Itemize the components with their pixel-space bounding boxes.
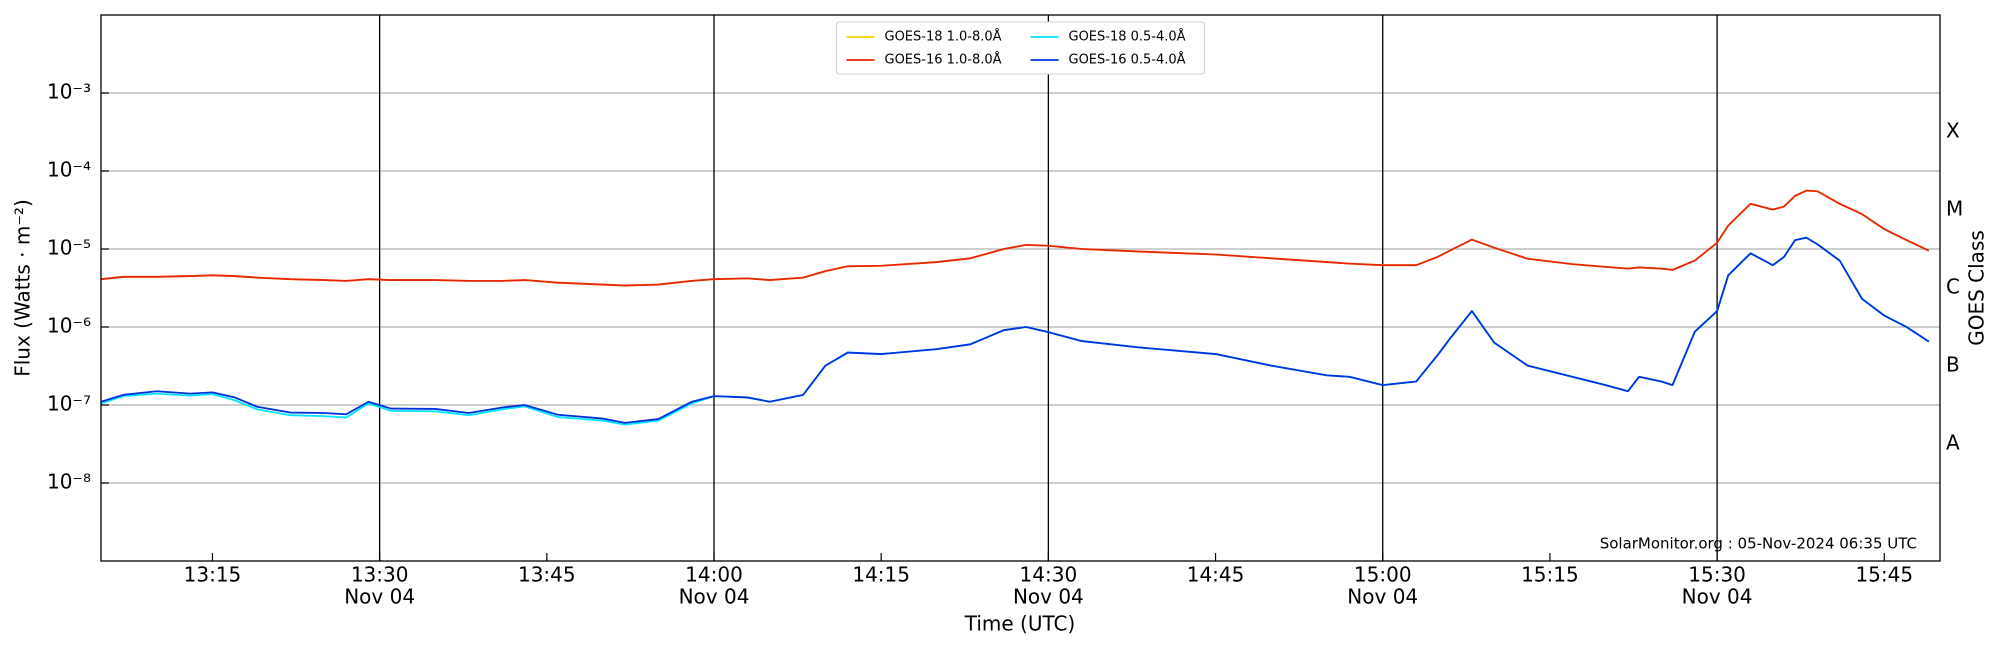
- y-tick-label: 10⁻³: [47, 80, 91, 104]
- x-tick-label: 14:15: [852, 563, 910, 587]
- series-line: [100, 236, 1930, 424]
- x-tick-label: 13:45: [518, 563, 576, 587]
- legend-label: GOES-18 0.5-4.0Å: [1069, 29, 1186, 45]
- legend-label: GOES-16 1.0-8.0Å: [885, 52, 1002, 68]
- x-tick-label: 14:00: [685, 563, 743, 587]
- legend-label: GOES-18 1.0-8.0Å: [885, 29, 1002, 45]
- y-tick-label: 10⁻⁵: [47, 236, 91, 260]
- y-tick-label: 10⁻⁷: [47, 392, 91, 416]
- x-tick-date: Nov 04: [344, 585, 415, 609]
- x-tick-label: 15:45: [1855, 563, 1913, 587]
- y2-tick-label: B: [1946, 353, 1960, 377]
- x-tick-label: 14:45: [1187, 563, 1245, 587]
- y2-tick-label: X: [1946, 119, 1960, 143]
- legend: GOES-18 1.0-8.0Å GOES-16 1.0-8.0Å GOES-18 …: [836, 21, 1205, 75]
- y2-tick-label: M: [1946, 197, 1963, 221]
- series-line: [100, 189, 1930, 287]
- x-tick-label: 13:15: [184, 563, 242, 587]
- y2-tick-label: A: [1946, 431, 1960, 455]
- plot-frame: [100, 14, 1941, 562]
- y2-axis-label: GOES Class: [1965, 230, 1989, 346]
- x-tick-date: Nov 04: [1347, 585, 1418, 609]
- y-tick-label: 10⁻⁸: [47, 470, 91, 494]
- y-tick-label: 10⁻⁶: [47, 314, 91, 338]
- x-tick-date: Nov 04: [1013, 585, 1084, 609]
- y-tick-label: 10⁻⁴: [47, 158, 91, 182]
- annotation: SolarMonitor.org : 05-Nov-2024 06:35 UTC: [1600, 535, 1917, 553]
- series-line: [100, 236, 1930, 426]
- y-axis-label: Flux (Watts · m⁻²): [11, 199, 35, 377]
- x-tick-date: Nov 04: [679, 585, 750, 609]
- legend-label: GOES-16 0.5-4.0Å: [1069, 52, 1186, 68]
- x-tick-label: 13:30: [351, 563, 409, 587]
- x-tick-label: 15:15: [1521, 563, 1579, 587]
- y2-tick-label: C: [1946, 275, 1960, 299]
- x-tick-label: 14:30: [1020, 563, 1078, 587]
- x-tick-label: 15:30: [1688, 563, 1746, 587]
- x-axis-label: Time (UTC): [964, 612, 1076, 636]
- series-line: [100, 189, 1930, 287]
- x-tick-date: Nov 04: [1682, 585, 1753, 609]
- x-tick-label: 15:00: [1354, 563, 1412, 587]
- legend-box: [836, 21, 1205, 75]
